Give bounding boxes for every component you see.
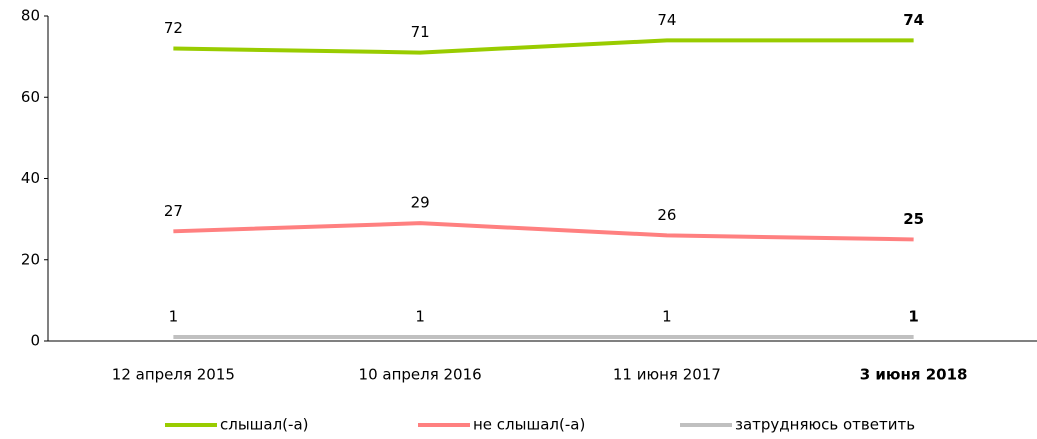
data-label: 74 [657, 11, 676, 29]
legend-label: слышал(-а) [220, 416, 309, 434]
data-label: 72 [164, 19, 183, 37]
x-tick-label: 10 апреля 2016 [359, 366, 482, 384]
data-label: 1 [169, 307, 179, 325]
x-tick-label: 3 июня 2018 [860, 366, 968, 384]
series-line [173, 221, 914, 242]
data-label: 1 [662, 307, 672, 325]
legend-label: затрудняюсь ответить [735, 416, 915, 434]
data-label: 71 [411, 23, 430, 41]
legend-label: не слышал(-а) [473, 416, 585, 434]
data-label: 25 [903, 210, 924, 228]
data-label: 74 [903, 11, 924, 29]
y-tick-label: 0 [30, 332, 40, 350]
data-label: 27 [164, 202, 183, 220]
data-label: 1 [415, 307, 425, 325]
series-line [173, 38, 914, 55]
data-label: 1 [908, 307, 918, 325]
y-tick-label: 40 [21, 169, 40, 187]
y-tick-label: 80 [21, 7, 40, 25]
data-label: 29 [411, 194, 430, 212]
x-tick-label: 11 июня 2017 [613, 366, 721, 384]
x-tick-label: 12 апреля 2015 [112, 366, 235, 384]
data-label: 26 [657, 206, 676, 224]
y-tick-label: 60 [21, 88, 40, 106]
y-tick-label: 20 [21, 250, 40, 268]
